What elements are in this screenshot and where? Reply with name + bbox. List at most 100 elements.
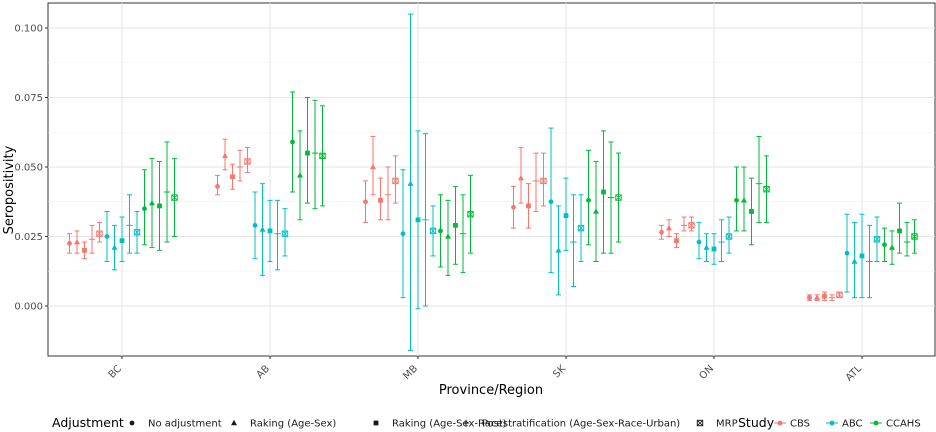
data-point-cbs-ab-1 [222,138,228,171]
data-point-abc-ab-2 [267,199,273,262]
data-point-ccahs-bc-0 [142,169,147,246]
point-marker [119,238,125,244]
data-point-ccahs-mb-1 [445,199,451,276]
point-marker [859,253,865,259]
point-marker [526,203,531,209]
point-marker [305,150,310,156]
point-marker [577,224,585,232]
data-point-abc-sk-0 [548,127,554,274]
point-marker [370,163,376,170]
data-point-cbs-on-4 [688,216,695,232]
point-marker [814,294,820,300]
point-marker [844,250,850,256]
point-marker [407,180,414,186]
data-point-cbs-mb-2 [378,177,383,221]
legend-key-boxed-x [696,419,704,427]
point-marker [422,216,429,224]
point-marker [363,199,368,205]
legend-label-study: ABC [842,419,863,430]
data-point-abc-mb-2 [415,130,421,310]
point-marker [163,188,171,196]
data-point-abc-on-1 [703,233,710,262]
legend-key-triangle [231,419,237,426]
data-point-cbs-bc-1 [74,230,80,254]
data-point-ccahs-ab-1 [297,130,303,221]
point-marker [297,172,303,178]
point-marker [882,242,887,248]
point-marker [445,233,451,239]
data-point-cbs-bc-2 [82,241,87,260]
point-marker [378,197,383,203]
point-marker [82,247,87,253]
point-marker [889,244,895,250]
y-tick-label: 0.000 [14,301,43,312]
data-point-ccahs-sk-4 [615,152,622,243]
data-point-ccahs-mb-4 [467,174,474,254]
point-marker [290,139,295,145]
data-point-abc-on-3 [718,219,725,262]
data-point-ccahs-ab-2 [305,97,310,204]
data-point-ccahs-sk-3 [607,141,615,254]
data-point-ccahs-on-0 [734,166,739,232]
point-marker [274,230,281,237]
data-point-cbs-sk-4 [540,152,547,207]
data-point-cbs-atl-3 [828,294,836,301]
point-marker [548,199,554,205]
point-marker [873,236,881,243]
data-point-cbs-on-3 [680,216,688,232]
point-marker [601,189,606,195]
data-point-abc-sk-2 [563,177,569,251]
data-point-abc-mb-4 [429,205,437,257]
point-marker [734,197,739,203]
data-point-ccahs-sk-1 [593,160,599,262]
data-point-abc-mb-3 [422,133,429,307]
point-marker [230,174,235,180]
point-marker [897,228,902,234]
point-marker [570,238,577,246]
point-marker [142,206,147,212]
study-legend-title: Study [738,415,775,430]
data-point-cbs-ab-2 [230,163,235,190]
data-point-ccahs-bc-3 [163,141,171,243]
data-point-cbs-bc-4 [96,222,103,243]
data-point-ccahs-bc-4 [171,158,178,237]
data-point-abc-atl-1 [851,222,858,299]
legend-label-study: CCAHS [886,419,921,430]
data-point-cbs-ab-0 [215,174,220,196]
point-marker [903,238,911,246]
point-marker [763,186,770,193]
legend-key-plus [462,419,470,427]
data-point-abc-bc-1 [111,224,118,271]
point-marker [518,174,524,181]
data-point-cbs-sk-3 [532,152,540,212]
point-marker [741,197,747,203]
point-marker [126,222,133,229]
data-point-cbs-bc-3 [88,224,96,254]
data-point-ccahs-sk-2 [601,130,606,254]
point-marker [674,238,679,244]
data-point-cbs-atl-4 [836,291,843,299]
data-point-cbs-bc-0 [67,233,72,254]
data-point-ccahs-on-3 [755,135,763,224]
point-marker [711,246,717,252]
legend-label-adjustment: No adjustment [148,419,222,430]
point-marker [133,229,141,236]
point-marker [438,228,443,234]
data-point-abc-ab-1 [259,183,266,276]
legend-label-adjustment: Poststratification (Age-Sex-Race-Urban) [482,419,680,430]
data-point-ccahs-atl-4 [911,219,918,254]
x-tick-label: ON [697,363,716,382]
data-point-ccahs-ab-4 [319,105,326,207]
x-tick-label: BC [107,363,124,380]
point-marker [281,230,289,237]
point-marker [67,241,72,246]
x-tick-label: SK [551,363,568,380]
data-point-ccahs-sk-0 [586,149,591,246]
x-tick-label: AB [255,363,273,381]
data-point-abc-ab-3 [274,199,281,271]
point-marker [384,191,392,198]
data-point-cbs-atl-1 [814,294,820,301]
data-point-cbs-sk-2 [526,183,531,229]
point-marker [429,227,437,235]
point-marker [252,222,258,228]
